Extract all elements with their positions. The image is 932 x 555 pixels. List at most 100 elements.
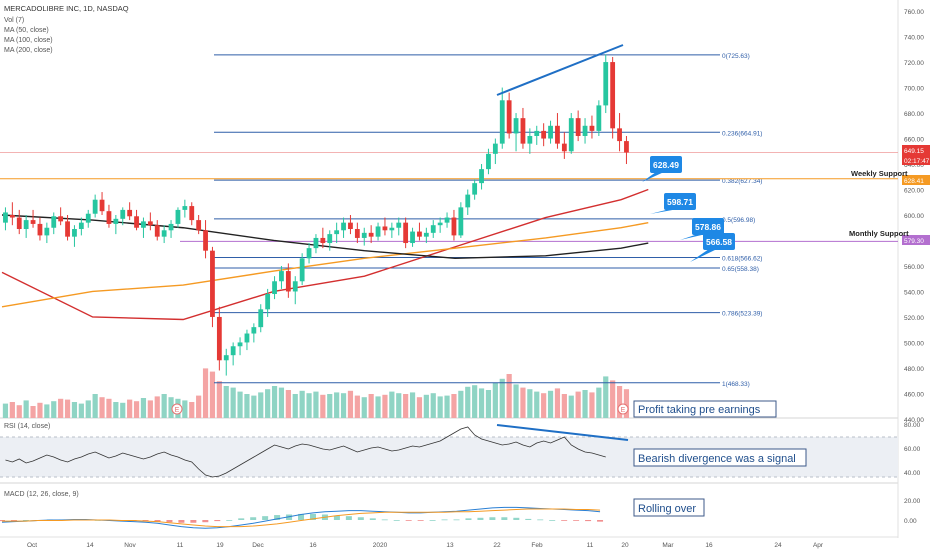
candle[interactable] [341, 222, 346, 231]
candle[interactable] [147, 221, 153, 226]
candle[interactable] [610, 62, 616, 129]
candle[interactable] [141, 221, 146, 228]
ma50-line[interactable] [1, 188, 649, 321]
candle[interactable] [292, 281, 298, 292]
candle[interactable] [168, 223, 174, 231]
candle[interactable] [182, 206, 188, 210]
candle[interactable] [348, 222, 353, 230]
candle[interactable] [127, 209, 133, 217]
candle[interactable] [520, 118, 526, 144]
rsi-pane-label[interactable]: RSI (14, close) [4, 423, 50, 430]
candle[interactable] [548, 125, 553, 139]
candle[interactable] [16, 217, 22, 230]
earnings-marker[interactable] [171, 403, 183, 415]
candle[interactable] [161, 230, 167, 237]
candle[interactable] [617, 128, 622, 142]
rsi-trendline[interactable] [496, 424, 629, 441]
candle[interactable] [203, 230, 208, 251]
candle[interactable] [58, 216, 64, 222]
candle[interactable] [51, 216, 57, 228]
candle[interactable] [113, 218, 119, 224]
candle[interactable] [272, 281, 277, 295]
candle[interactable] [92, 199, 98, 214]
candle[interactable] [327, 234, 333, 244]
candle[interactable] [555, 125, 560, 144]
candle[interactable] [285, 271, 291, 292]
candle[interactable] [527, 135, 533, 144]
candle[interactable] [334, 230, 340, 235]
candle[interactable] [299, 258, 305, 282]
candle[interactable] [306, 248, 312, 259]
price-callout[interactable] [692, 218, 724, 235]
candle[interactable] [223, 355, 229, 361]
candle[interactable] [375, 226, 381, 237]
candle[interactable] [624, 141, 629, 153]
candle[interactable] [403, 222, 409, 244]
candle[interactable] [244, 333, 250, 343]
candle[interactable] [382, 226, 388, 231]
earnings-marker[interactable] [617, 403, 629, 415]
candle[interactable] [99, 199, 105, 212]
candle[interactable] [354, 229, 360, 238]
candle[interactable] [175, 209, 181, 224]
candle[interactable] [237, 342, 243, 347]
ma100-line[interactable] [1, 221, 649, 308]
candle[interactable] [541, 130, 547, 139]
candle[interactable] [72, 229, 77, 237]
candle[interactable] [472, 183, 478, 195]
candle[interactable] [37, 223, 43, 236]
candle[interactable] [486, 153, 491, 170]
candle[interactable] [265, 294, 271, 310]
candle[interactable] [134, 216, 139, 228]
candle[interactable] [320, 237, 326, 244]
candle[interactable] [313, 237, 319, 249]
candle[interactable] [9, 215, 15, 218]
candle[interactable] [361, 232, 367, 238]
candle[interactable] [78, 222, 84, 230]
candle[interactable] [568, 118, 574, 152]
indicator-ma100[interactable]: MA (100, close) [4, 37, 53, 44]
candle[interactable] [389, 227, 395, 231]
candle[interactable] [3, 212, 8, 223]
indicator-ma200[interactable]: MA (200, close) [4, 47, 53, 54]
candle[interactable] [534, 130, 540, 136]
rsi-line[interactable] [5, 426, 606, 478]
indicator-ma50[interactable]: MA (50, close) [4, 27, 49, 34]
candle[interactable] [589, 125, 595, 131]
candle[interactable] [582, 125, 588, 136]
candle[interactable] [196, 220, 202, 231]
candle[interactable] [120, 209, 126, 219]
candle[interactable] [458, 207, 464, 236]
candle[interactable] [423, 232, 429, 237]
macd-signal-line[interactable] [2, 508, 601, 528]
candle[interactable] [23, 220, 29, 230]
candle[interactable] [492, 143, 498, 154]
candle[interactable] [368, 232, 374, 237]
price-trendline[interactable] [496, 44, 624, 96]
candle[interactable] [561, 143, 567, 152]
candle[interactable] [506, 100, 512, 134]
price-callout[interactable] [664, 193, 696, 210]
candle[interactable] [444, 217, 450, 223]
candle[interactable] [417, 231, 422, 237]
candle[interactable] [603, 62, 609, 106]
candle[interactable] [499, 100, 505, 144]
candle[interactable] [596, 105, 602, 131]
macd-pane-label[interactable]: MACD (12, 26, close, 9) [4, 491, 79, 498]
candle[interactable] [230, 346, 236, 356]
candle[interactable] [258, 309, 264, 328]
candle[interactable] [210, 250, 215, 317]
candle[interactable] [189, 206, 195, 221]
candle[interactable] [465, 194, 471, 208]
candle[interactable] [106, 211, 112, 224]
candle[interactable] [575, 118, 581, 136]
candle[interactable] [65, 221, 70, 237]
candle[interactable] [513, 118, 519, 134]
candle[interactable] [251, 327, 257, 334]
candle[interactable] [430, 225, 436, 233]
candle[interactable] [44, 227, 50, 236]
candle[interactable] [154, 225, 160, 237]
candle[interactable] [437, 222, 443, 226]
candle[interactable] [410, 231, 415, 244]
candle[interactable] [30, 220, 36, 224]
